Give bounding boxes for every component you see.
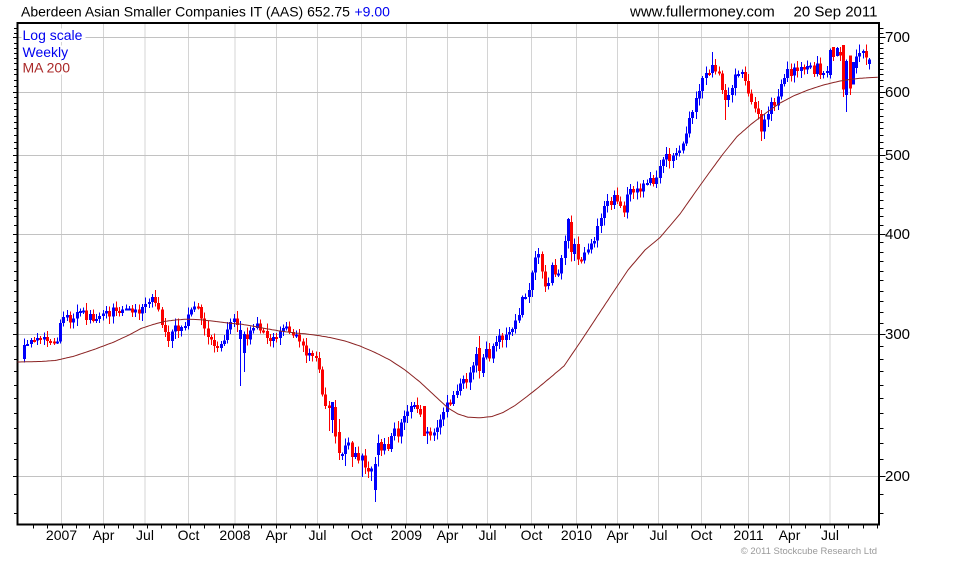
svg-text:Oct: Oct bbox=[178, 527, 200, 543]
svg-text:2007: 2007 bbox=[46, 527, 77, 543]
svg-text:www.fullermoney.com: www.fullermoney.com bbox=[629, 4, 775, 21]
svg-text:700: 700 bbox=[885, 29, 910, 46]
svg-text:MA 200: MA 200 bbox=[23, 60, 71, 76]
svg-text:Aberdeen Asian Smaller Compani: Aberdeen Asian Smaller Companies IT (AAS… bbox=[21, 4, 350, 20]
svg-text:Jul: Jul bbox=[136, 527, 154, 543]
svg-text:Oct: Oct bbox=[521, 527, 543, 543]
svg-text:+9.00: +9.00 bbox=[355, 4, 391, 20]
svg-text:Jul: Jul bbox=[309, 527, 327, 543]
svg-text:200: 200 bbox=[885, 468, 910, 485]
svg-text:Log scale: Log scale bbox=[23, 27, 83, 43]
svg-text:Oct: Oct bbox=[691, 527, 713, 543]
svg-text:Apr: Apr bbox=[266, 527, 288, 543]
svg-text:2010: 2010 bbox=[561, 527, 592, 543]
svg-text:Apr: Apr bbox=[607, 527, 629, 543]
svg-text:Jul: Jul bbox=[479, 527, 497, 543]
svg-text:300: 300 bbox=[885, 326, 910, 343]
svg-text:500: 500 bbox=[885, 147, 910, 164]
svg-text:2011: 2011 bbox=[733, 527, 763, 543]
svg-text:Jul: Jul bbox=[821, 527, 839, 543]
svg-text:Weekly: Weekly bbox=[23, 44, 69, 60]
svg-text:2009: 2009 bbox=[391, 527, 422, 543]
svg-text:Apr: Apr bbox=[437, 527, 459, 543]
svg-text:20 Sep 2011: 20 Sep 2011 bbox=[794, 4, 878, 21]
svg-text:Apr: Apr bbox=[93, 527, 115, 543]
svg-text:Apr: Apr bbox=[779, 527, 801, 543]
svg-text:Oct: Oct bbox=[351, 527, 373, 543]
svg-text:600: 600 bbox=[885, 84, 910, 101]
svg-text:2008: 2008 bbox=[219, 527, 250, 543]
svg-text:© 2011 Stockcube Research Ltd: © 2011 Stockcube Research Ltd bbox=[741, 546, 877, 557]
svg-text:Jul: Jul bbox=[650, 527, 668, 543]
svg-text:400: 400 bbox=[885, 226, 910, 243]
